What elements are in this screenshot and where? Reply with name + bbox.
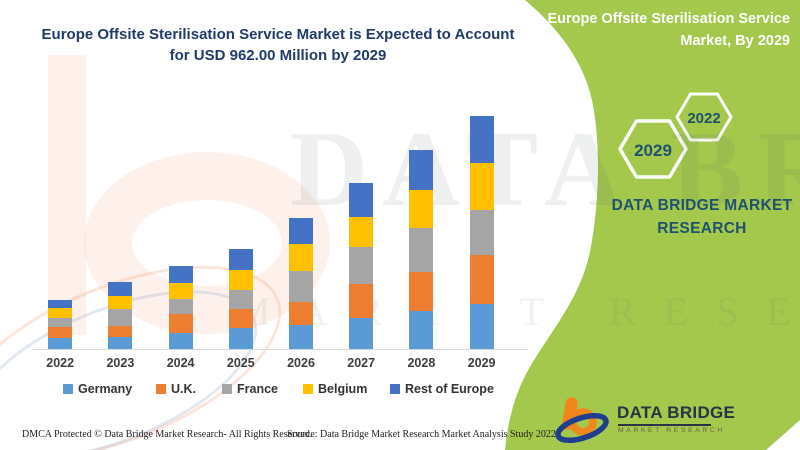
- bar-segment-germany: [228, 328, 253, 350]
- bar-segment-u-k-: [349, 284, 374, 319]
- source-note: Source: Data Bridge Market Research Mark…: [287, 429, 556, 440]
- bar-segment-france: [469, 210, 494, 256]
- chart-title: Europe Offsite Sterilisation Service Mar…: [18, 24, 538, 66]
- legend-label: U.K.: [171, 382, 196, 396]
- legend-swatch-icon: [222, 384, 232, 394]
- stacked-bar-2028: [409, 150, 434, 350]
- stacked-bar-2023: [108, 281, 133, 350]
- bar-segment-rest-of-europe: [349, 183, 374, 217]
- bar-segment-belgium: [409, 189, 434, 228]
- bar-segment-belgium: [289, 243, 313, 271]
- bar-segment-rest-of-europe: [228, 249, 253, 271]
- bar-segment-germany: [409, 311, 434, 350]
- brand-wordmark-line2: RESEARCH: [657, 220, 747, 238]
- bar-segment-france: [349, 246, 374, 285]
- legend-item-rest-of-europe: Rest of Europe: [390, 382, 494, 396]
- brand-wordmark: DATA BRIDGE MARKET RESEARCH: [592, 194, 800, 241]
- stacked-bar-2026: [289, 217, 313, 350]
- dmca-notice: DMCA Protected © Data Bridge Market Rese…: [22, 429, 313, 440]
- x-axis-label-2026: 2026: [287, 356, 315, 370]
- bar-segment-rest-of-europe: [469, 116, 494, 163]
- bar-segment-france: [289, 270, 313, 302]
- chart-title-line2: for USD 962.00 Million by 2029: [169, 47, 387, 64]
- bar-segment-germany: [469, 304, 494, 350]
- hexagon-2022: 2022: [675, 92, 733, 142]
- bar-segment-germany: [349, 318, 374, 350]
- stacked-bar-2029: [469, 116, 494, 350]
- hexagon-2022-label: 2022: [687, 110, 720, 127]
- legend-swatch-icon: [303, 384, 313, 394]
- side-panel-title-line2: Market, By 2029: [680, 33, 790, 50]
- bar-segment-rest-of-europe: [168, 265, 193, 283]
- bar-segment-france: [409, 227, 434, 272]
- bar-segment-germany: [108, 337, 133, 350]
- stacked-bar-2022: [48, 300, 73, 350]
- legend-label: Germany: [78, 382, 133, 396]
- stacked-bar-2027: [349, 183, 374, 350]
- side-panel-title: Europe Offsite Sterilisation Service Mar…: [540, 8, 790, 53]
- bar-segment-u-k-: [289, 301, 313, 325]
- bar-segment-u-k-: [469, 255, 494, 304]
- x-axis-label-2024: 2024: [166, 356, 195, 370]
- chart-legend: Germany U.K. France Belgium Rest of Europe: [63, 382, 494, 396]
- hexagon-2029-label: 2029: [634, 141, 672, 160]
- legend-label: Rest of Europe: [405, 382, 494, 396]
- data-bridge-logo-icon: [555, 397, 609, 444]
- bar-segment-belgium: [168, 282, 193, 300]
- logo-tagline: MARKET RESEARCH: [618, 427, 725, 434]
- bar-segment-belgium: [228, 270, 253, 290]
- x-axis-label-2027: 2027: [347, 356, 376, 370]
- legend-swatch-icon: [390, 384, 400, 394]
- bar-segment-germany: [289, 324, 313, 350]
- bar-segment-france: [228, 289, 253, 310]
- legend-item-france: France: [222, 382, 303, 396]
- hexagon-2029: 2029: [618, 119, 688, 179]
- x-axis-label-2023: 2023: [106, 356, 135, 370]
- legend-item-germany: Germany: [63, 382, 156, 396]
- logo-name: DATA BRIDGE: [617, 403, 736, 422]
- brand-wordmark-line1: DATA BRIDGE MARKET: [611, 197, 793, 214]
- bar-segment-belgium: [108, 295, 133, 310]
- x-axis-line: [32, 349, 528, 350]
- legend-label: Belgium: [318, 382, 368, 396]
- x-axis-label-2025: 2025: [226, 356, 255, 370]
- bar-segment-rest-of-europe: [289, 217, 313, 244]
- bar-segment-germany: [48, 338, 73, 350]
- bar-segment-u-k-: [48, 326, 73, 339]
- green-panel-shape: [505, 0, 800, 450]
- x-axis-label-2022: 2022: [46, 356, 75, 370]
- legend-swatch-icon: [156, 384, 166, 394]
- bar-segment-belgium: [48, 308, 73, 319]
- bar-segment-u-k-: [168, 314, 193, 333]
- legend-label: France: [237, 382, 278, 396]
- chart-title-line1: Europe Offsite Sterilisation Service Mar…: [41, 26, 515, 43]
- x-axis-label-2028: 2028: [407, 356, 436, 370]
- bar-segment-france: [48, 318, 73, 327]
- bar-segment-france: [108, 309, 133, 326]
- legend-item-belgium: Belgium: [303, 382, 390, 396]
- corner-cut-shape: [766, 420, 800, 450]
- logo-underline: [618, 424, 711, 426]
- bar-segment-u-k-: [108, 325, 133, 338]
- bar-segment-rest-of-europe: [108, 281, 133, 296]
- legend-item-u-k-: U.K.: [156, 382, 222, 396]
- stacked-bar-2025: [228, 249, 253, 350]
- bar-segment-rest-of-europe: [48, 300, 73, 309]
- bar-segment-belgium: [469, 162, 494, 211]
- bar-segment-belgium: [349, 216, 374, 247]
- bar-segment-u-k-: [228, 309, 253, 329]
- bar-segment-u-k-: [409, 271, 434, 312]
- bar-segment-rest-of-europe: [409, 150, 434, 190]
- bar-segment-germany: [168, 332, 193, 350]
- stacked-bar-2024: [168, 265, 193, 350]
- x-axis-label-2029: 2029: [467, 356, 496, 370]
- legend-swatch-icon: [63, 384, 73, 394]
- side-panel-title-line1: Europe Offsite Sterilisation Service: [547, 11, 790, 27]
- bar-segment-france: [168, 299, 193, 315]
